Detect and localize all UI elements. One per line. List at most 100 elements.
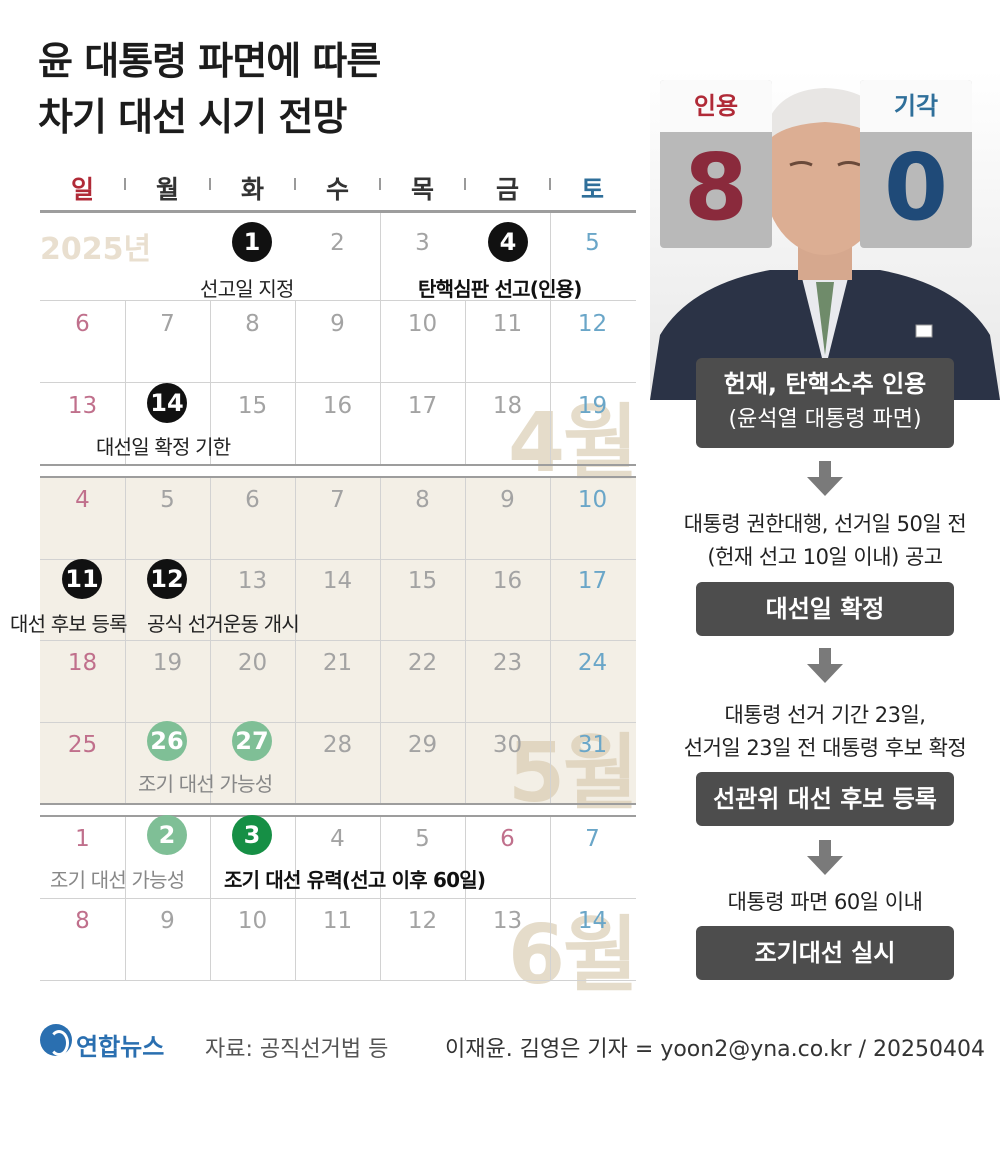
calendar-day: 18 (67, 650, 98, 676)
event-marker-may12: 12 (147, 559, 187, 599)
calendar-day: 6 (245, 487, 260, 513)
page-title-line1: 윤 대통령 파면에 따른 (38, 39, 381, 83)
calendar-day: 7 (160, 311, 175, 337)
col-line (210, 478, 211, 803)
month-label-april: 4월 (508, 396, 638, 491)
calendar-day: 15 (237, 393, 268, 419)
flow-step-candidate-registration: 선관위 대선 후보 등록 (696, 772, 954, 826)
weekday-wed: 수 (325, 175, 349, 204)
month-divider (40, 476, 636, 478)
calendar-day: 22 (407, 650, 438, 676)
calendar-day: 13 (67, 393, 98, 419)
col-line (550, 213, 551, 464)
event-marker-may26: 26 (147, 721, 187, 761)
col-line (380, 817, 381, 980)
calendar-day: 5 (415, 826, 430, 852)
calendar-day: 10 (577, 487, 608, 513)
calendar-day: 7 (585, 826, 600, 852)
weekday-sat: 토 (580, 175, 604, 204)
verdict-card-accept: 인용 8 (660, 80, 772, 248)
flow-arrow-icon (807, 648, 843, 683)
flow-note2-line2: 선거일 23일 전 대통령 후보 확정 (683, 736, 967, 760)
event-marker-apr14: 14 (147, 383, 187, 423)
col-line (380, 213, 381, 464)
month-divider (40, 464, 636, 466)
event-marker-may11: 11 (62, 559, 102, 599)
calendar-day: 14 (322, 568, 353, 594)
calendar-day: 9 (500, 487, 515, 513)
credit-line: 이재윤. 김영은 기자 = yoon2@yna.co.kr / 20250404 (445, 1037, 985, 1062)
calendar-day: 31 (577, 732, 608, 758)
flow-arrow-icon (807, 840, 843, 875)
col-line (465, 300, 466, 464)
verdict-accept-label: 인용 (660, 80, 772, 132)
calendar-day: 12 (577, 311, 608, 337)
flow-note-1: 대통령 권한대행, 선거일 50일 전 (헌재 선고 10일 이내) 공고 (660, 508, 990, 574)
col-line (295, 478, 296, 803)
event-label-may-early-election: 조기 대선 가능성 (138, 772, 273, 796)
calendar-day: 11 (492, 311, 523, 337)
calendar-day: 13 (237, 568, 268, 594)
calendar-day: 21 (322, 650, 353, 676)
month-divider (40, 815, 636, 817)
col-line (550, 478, 551, 803)
logo-mark (49, 1030, 69, 1056)
flow-arrow-icon (807, 461, 843, 496)
weekday-fri: 금 (495, 175, 519, 204)
weekday-mon: 월 (155, 175, 179, 204)
event-marker-jun3: 3 (232, 815, 272, 855)
may-band (40, 478, 636, 804)
flow-step1-line1: 헌재, 탄핵소추 인용 (723, 370, 927, 398)
calendar-day: 23 (492, 650, 523, 676)
row-divider (40, 722, 636, 723)
flow-note1-line2: (헌재 선고 10일 이내) 공고 (707, 545, 943, 569)
yonhap-logo-text: 연합뉴스 (76, 1033, 165, 1061)
col-line (125, 300, 126, 464)
col-line (465, 478, 466, 803)
event-marker-may27: 27 (232, 721, 272, 761)
event-marker-apr4: 4 (488, 222, 528, 262)
row-divider (40, 898, 636, 899)
month-label-june: 6월 (508, 908, 638, 1003)
calendar-day: 9 (330, 311, 345, 337)
calendar-day: 30 (492, 732, 523, 758)
col-line (210, 817, 211, 980)
flow-step-early-election: 조기대선 실시 (696, 926, 954, 980)
flow-note-3: 대통령 파면 60일 이내 (727, 890, 923, 914)
weekday-sun: 일 (70, 175, 94, 204)
weekday-separator (464, 178, 466, 190)
calendar-day: 6 (75, 311, 90, 337)
year-label: 2025년 (40, 232, 152, 267)
calendar-day: 10 (237, 908, 268, 934)
row-divider (40, 559, 636, 560)
weekday-separator (379, 178, 381, 190)
calendar-day: 14 (577, 908, 608, 934)
calendar-day: 28 (322, 732, 353, 758)
calendar-day: 18 (492, 393, 523, 419)
col-line (125, 817, 126, 980)
calendar-day: 4 (330, 826, 345, 852)
calendar-day: 15 (407, 568, 438, 594)
calendar-day: 13 (492, 908, 523, 934)
event-marker-apr1: 1 (232, 222, 272, 262)
calendar-day: 8 (75, 908, 90, 934)
calendar-day: 19 (152, 650, 183, 676)
calendar-top-rule (40, 210, 636, 213)
calendar-day: 17 (577, 568, 608, 594)
weekday-separator (294, 178, 296, 190)
flow-step-election-date-fixed: 대선일 확정 (696, 582, 954, 636)
calendar-day: 6 (500, 826, 515, 852)
calendar-day: 16 (492, 568, 523, 594)
verdict-card-dismiss: 기각 0 (860, 80, 972, 248)
flow-note2-line1: 대통령 선거 기간 23일, (724, 703, 926, 727)
calendar-day: 16 (322, 393, 353, 419)
calendar-day: 4 (75, 487, 90, 513)
calendar-day: 7 (330, 487, 345, 513)
calendar-day: 1 (75, 826, 90, 852)
calendar-day: 8 (245, 311, 260, 337)
flow-note-2: 대통령 선거 기간 23일, 선거일 23일 전 대통령 후보 확정 (660, 699, 990, 765)
weekday-separator (549, 178, 551, 190)
calendar-day: 9 (160, 908, 175, 934)
row-divider (40, 300, 636, 301)
calendar-day: 17 (407, 393, 438, 419)
